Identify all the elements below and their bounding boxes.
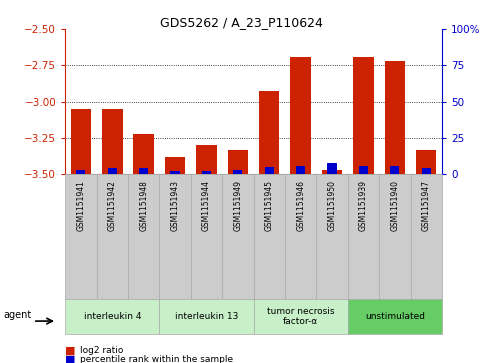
Text: GSM1151943: GSM1151943 <box>170 180 180 231</box>
Text: GSM1151947: GSM1151947 <box>422 180 431 231</box>
Bar <box>71 109 91 174</box>
Bar <box>227 150 248 174</box>
Bar <box>327 163 337 174</box>
Bar <box>290 57 311 174</box>
Bar <box>170 171 180 174</box>
Text: GSM1151944: GSM1151944 <box>202 180 211 231</box>
Text: GSM1151942: GSM1151942 <box>108 180 117 231</box>
Text: agent: agent <box>4 310 32 320</box>
Bar <box>139 168 148 174</box>
Bar <box>390 166 399 174</box>
Bar <box>76 170 85 174</box>
Text: GSM1151949: GSM1151949 <box>233 180 242 231</box>
Bar <box>196 145 217 174</box>
Bar <box>102 109 123 174</box>
Text: GSM1151945: GSM1151945 <box>265 180 274 231</box>
Text: percentile rank within the sample: percentile rank within the sample <box>80 355 233 363</box>
Text: interleukin 4: interleukin 4 <box>84 312 141 321</box>
Bar <box>422 168 431 174</box>
Bar <box>265 167 274 174</box>
Text: ■: ■ <box>65 346 76 356</box>
Text: GSM1151946: GSM1151946 <box>296 180 305 231</box>
Text: GSM1151939: GSM1151939 <box>359 180 368 231</box>
Bar <box>165 157 185 174</box>
Bar <box>233 170 242 174</box>
Bar <box>359 166 368 174</box>
Text: GSM1151940: GSM1151940 <box>390 180 399 231</box>
Bar <box>296 166 305 174</box>
Text: GSM1151948: GSM1151948 <box>139 180 148 231</box>
Text: GDS5262 / A_23_P110624: GDS5262 / A_23_P110624 <box>160 16 323 29</box>
Text: unstimulated: unstimulated <box>365 312 425 321</box>
Text: GSM1151941: GSM1151941 <box>76 180 85 231</box>
Text: log2 ratio: log2 ratio <box>80 346 123 355</box>
Bar <box>353 57 374 174</box>
Bar <box>133 134 154 174</box>
Text: ■: ■ <box>65 354 76 363</box>
Text: GSM1151950: GSM1151950 <box>327 180 337 231</box>
Bar <box>384 61 405 174</box>
Bar <box>108 168 117 174</box>
Bar <box>259 91 280 174</box>
Text: tumor necrosis
factor-α: tumor necrosis factor-α <box>267 307 334 326</box>
Bar <box>202 171 211 174</box>
Bar <box>322 170 342 174</box>
Bar <box>416 150 437 174</box>
Text: interleukin 13: interleukin 13 <box>175 312 238 321</box>
